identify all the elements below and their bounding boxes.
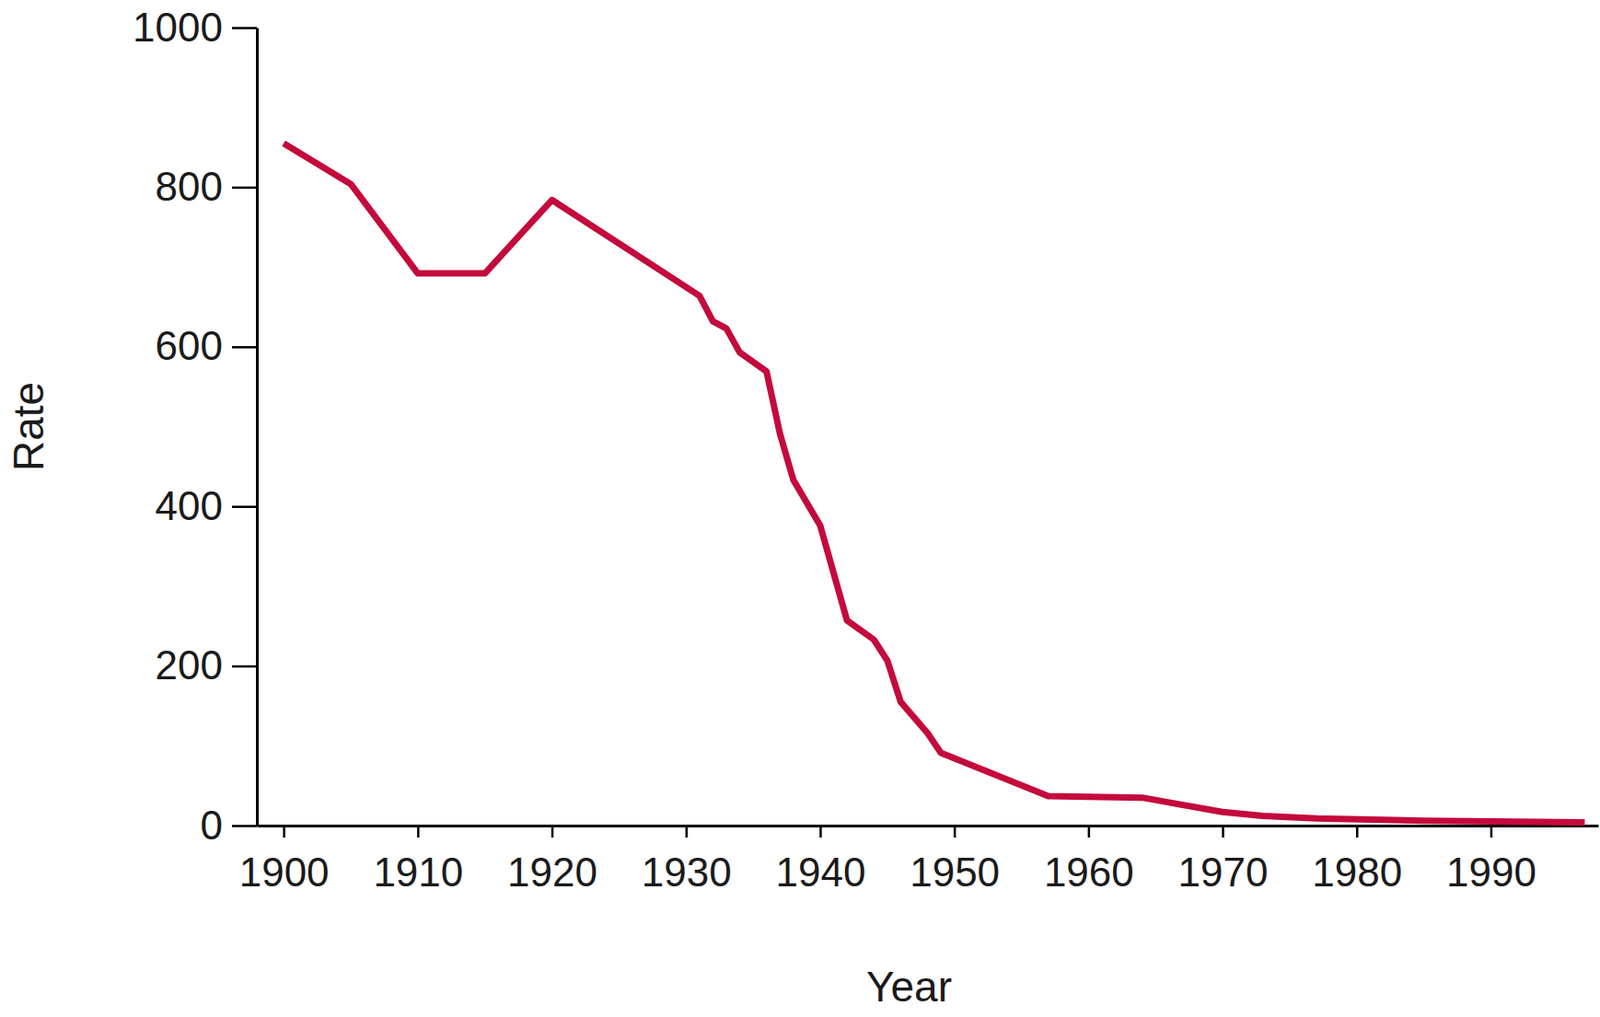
x-tick: 1910 — [372, 825, 464, 895]
x-tick-label: 1950 — [909, 849, 1000, 895]
plot-area — [283, 143, 1585, 824]
y-tick: 800 — [155, 163, 257, 209]
chart: 1900 1910 1920 1930 1940 1950 1960 1970 1980 1990… — [0, 0, 1600, 1017]
x-tick: 1950 — [909, 825, 1000, 895]
y-tick-mark — [231, 26, 257, 30]
y-tick-label: 200 — [155, 642, 223, 688]
x-axis-title: Year — [866, 962, 952, 1011]
y-tick-label: 1000 — [132, 4, 223, 50]
x-axis: 1900 1910 1920 1930 1940 1950 1960 1970 1980 1990 — [239, 825, 1600, 895]
x-tick-label: 1920 — [507, 849, 598, 895]
y-axis-line — [255, 28, 259, 827]
x-tick-label: 1970 — [1178, 849, 1269, 895]
y-tick-mark — [231, 186, 257, 190]
x-tick: 1960 — [1043, 825, 1135, 895]
y-tick-label: 800 — [155, 163, 223, 209]
x-axis-line — [257, 824, 1600, 828]
x-tick: 1970 — [1178, 825, 1269, 895]
x-tick-mark — [1490, 825, 1494, 838]
x-tick-label: 1930 — [641, 849, 732, 895]
y-axis: 0 200 400 600 800 1000 — [132, 4, 257, 848]
x-tick-mark — [551, 825, 555, 838]
x-tick-mark — [417, 825, 420, 838]
x-tick: 1930 — [641, 825, 732, 895]
y-tick: 400 — [155, 483, 257, 529]
x-tick-label: 1980 — [1311, 849, 1403, 895]
y-tick-label: 600 — [155, 323, 223, 369]
y-tick: 200 — [155, 642, 257, 688]
data-line — [283, 143, 1585, 824]
x-tick: 1980 — [1311, 825, 1403, 895]
x-tick-mark — [953, 825, 957, 838]
x-tick-mark — [1088, 825, 1091, 838]
x-tick-label: 1900 — [239, 849, 330, 895]
x-tick-label: 1910 — [372, 849, 464, 895]
y-tick: 600 — [155, 323, 257, 369]
x-tick: 1990 — [1446, 825, 1537, 895]
x-tick-mark — [1221, 825, 1225, 838]
y-tick-mark — [231, 346, 257, 349]
x-tick: 1920 — [507, 825, 598, 895]
y-tick-mark — [231, 665, 257, 669]
y-tick: 0 — [200, 802, 257, 848]
y-tick-label: 400 — [155, 483, 223, 529]
y-tick-mark — [231, 505, 257, 509]
x-tick: 1900 — [239, 825, 330, 895]
x-tick-mark — [1356, 825, 1359, 838]
x-tick-label: 1940 — [775, 849, 866, 895]
y-tick: 1000 — [132, 4, 257, 50]
x-tick-label: 1960 — [1043, 849, 1135, 895]
x-tick-mark — [819, 825, 823, 838]
x-tick-mark — [684, 825, 688, 838]
x-tick-label: 1990 — [1446, 849, 1537, 895]
x-tick: 1940 — [775, 825, 866, 895]
y-tick-mark — [231, 824, 257, 828]
y-tick-label: 0 — [200, 802, 223, 848]
x-tick-mark — [282, 825, 286, 838]
y-axis-title: Rate — [4, 382, 53, 472]
